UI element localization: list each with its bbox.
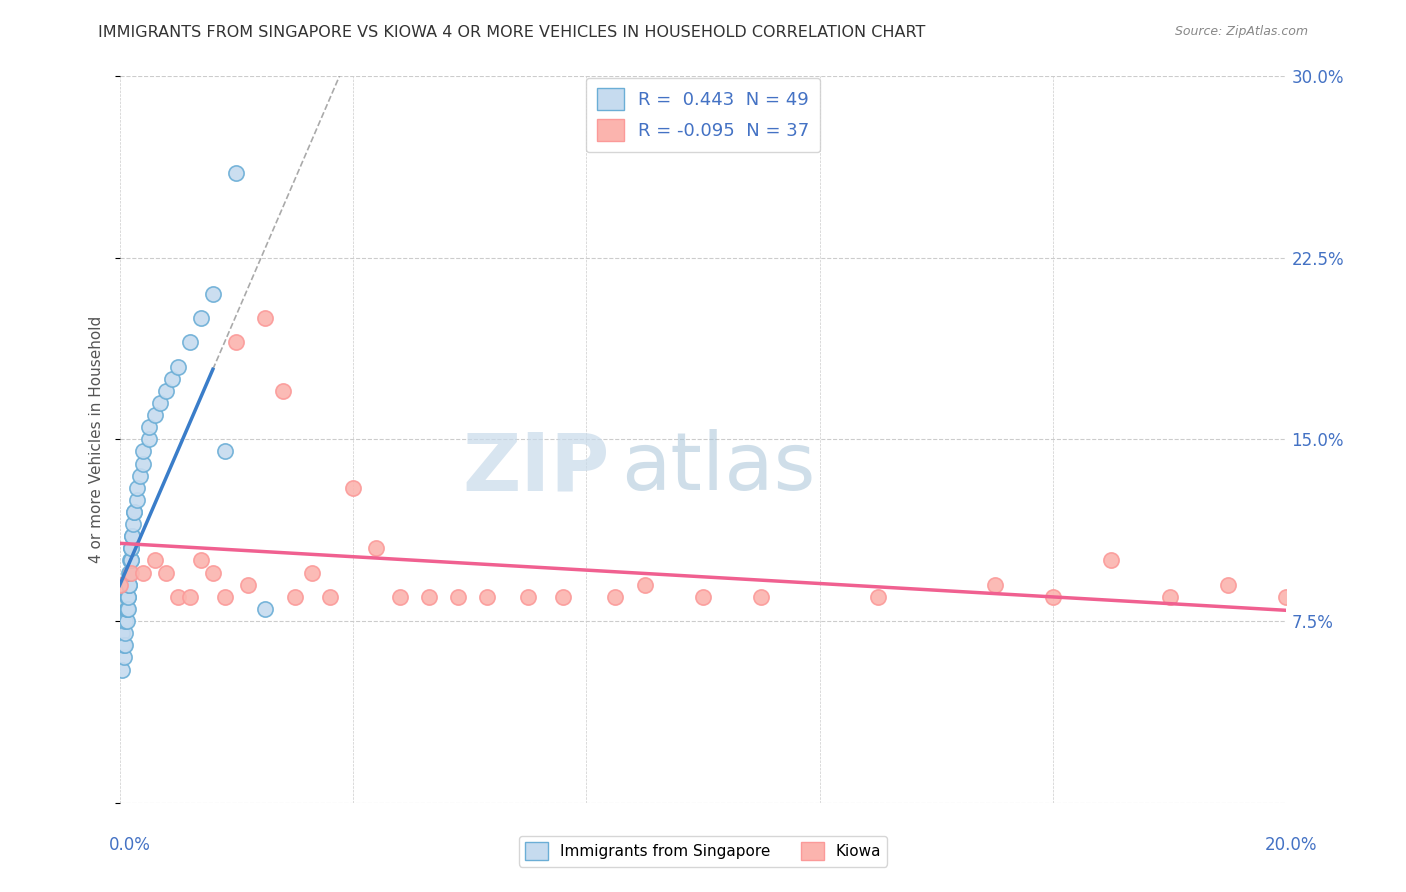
Point [166,590,188,604]
Point [366,541,388,556]
Point [1275,590,1298,604]
Point [111,614,134,628]
Point [301,566,323,580]
Point [214,590,236,604]
Point [117,590,139,604]
Point [120,566,142,580]
Y-axis label: 4 or more Vehicles in Household: 4 or more Vehicles in Household [89,316,104,563]
Point [605,590,627,604]
Point [115,614,138,628]
Point [318,590,340,604]
Point [120,541,142,556]
Point [751,590,773,604]
Point [271,384,294,398]
Point [342,481,364,495]
Point [114,626,136,640]
Point [633,578,655,592]
Point [125,492,148,507]
Point [160,372,183,386]
Point [254,602,277,616]
Point [122,517,145,532]
Point [201,286,224,301]
Point [1042,590,1064,604]
Point [118,578,141,592]
Point [132,457,155,471]
Point [121,529,143,543]
Point [149,396,172,410]
Point [118,566,141,580]
Text: Source: ZipAtlas.com: Source: ZipAtlas.com [1174,25,1308,38]
Point [138,432,160,446]
Text: IMMIGRANTS FROM SINGAPORE VS KIOWA 4 OR MORE VEHICLES IN HOUSEHOLD CORRELATION C: IMMIGRANTS FROM SINGAPORE VS KIOWA 4 OR … [98,25,925,40]
Point [120,553,142,567]
Point [122,505,145,519]
Point [155,384,177,398]
Point [1333,638,1355,652]
Point [132,566,155,580]
Point [118,553,141,567]
Point [108,578,131,592]
Point [283,590,307,604]
Point [1159,590,1181,604]
Point [692,590,714,604]
Point [115,602,138,616]
Point [114,638,136,652]
Point [143,553,166,567]
Point [111,626,134,640]
Legend: R =  0.443  N = 49, R = -0.095  N = 37: R = 0.443 N = 49, R = -0.095 N = 37 [586,78,820,153]
Point [201,566,224,580]
Point [236,578,259,592]
Point [118,566,141,580]
Point [388,590,411,604]
Point [111,638,134,652]
Point [517,590,540,604]
Text: ZIP: ZIP [463,429,610,508]
Point [475,590,498,604]
Point [111,638,134,652]
Point [1216,578,1240,592]
Point [117,602,139,616]
Point [225,166,247,180]
Point [118,578,141,592]
Point [166,359,188,374]
Point [125,481,148,495]
Point [117,590,139,604]
Point [866,590,890,604]
Point [114,614,136,628]
Legend: Immigrants from Singapore, Kiowa: Immigrants from Singapore, Kiowa [519,836,887,866]
Point [447,590,470,604]
Point [115,602,138,616]
Point [115,590,138,604]
Point [129,468,152,483]
Point [179,335,201,350]
Point [112,638,135,652]
Point [132,444,155,458]
Point [551,590,574,604]
Point [190,311,212,326]
Point [214,444,236,458]
Text: atlas: atlas [621,429,815,508]
Point [111,663,134,677]
Point [418,590,440,604]
Point [120,541,142,556]
Text: 20.0%: 20.0% [1264,836,1317,854]
Point [143,408,166,422]
Point [1099,553,1122,567]
Point [190,553,212,567]
Point [120,553,142,567]
Point [254,311,277,326]
Text: 0.0%: 0.0% [108,836,150,854]
Point [138,420,160,434]
Point [155,566,177,580]
Point [112,650,135,665]
Point [179,590,201,604]
Point [225,335,247,350]
Point [983,578,1005,592]
Point [122,505,145,519]
Point [121,529,143,543]
